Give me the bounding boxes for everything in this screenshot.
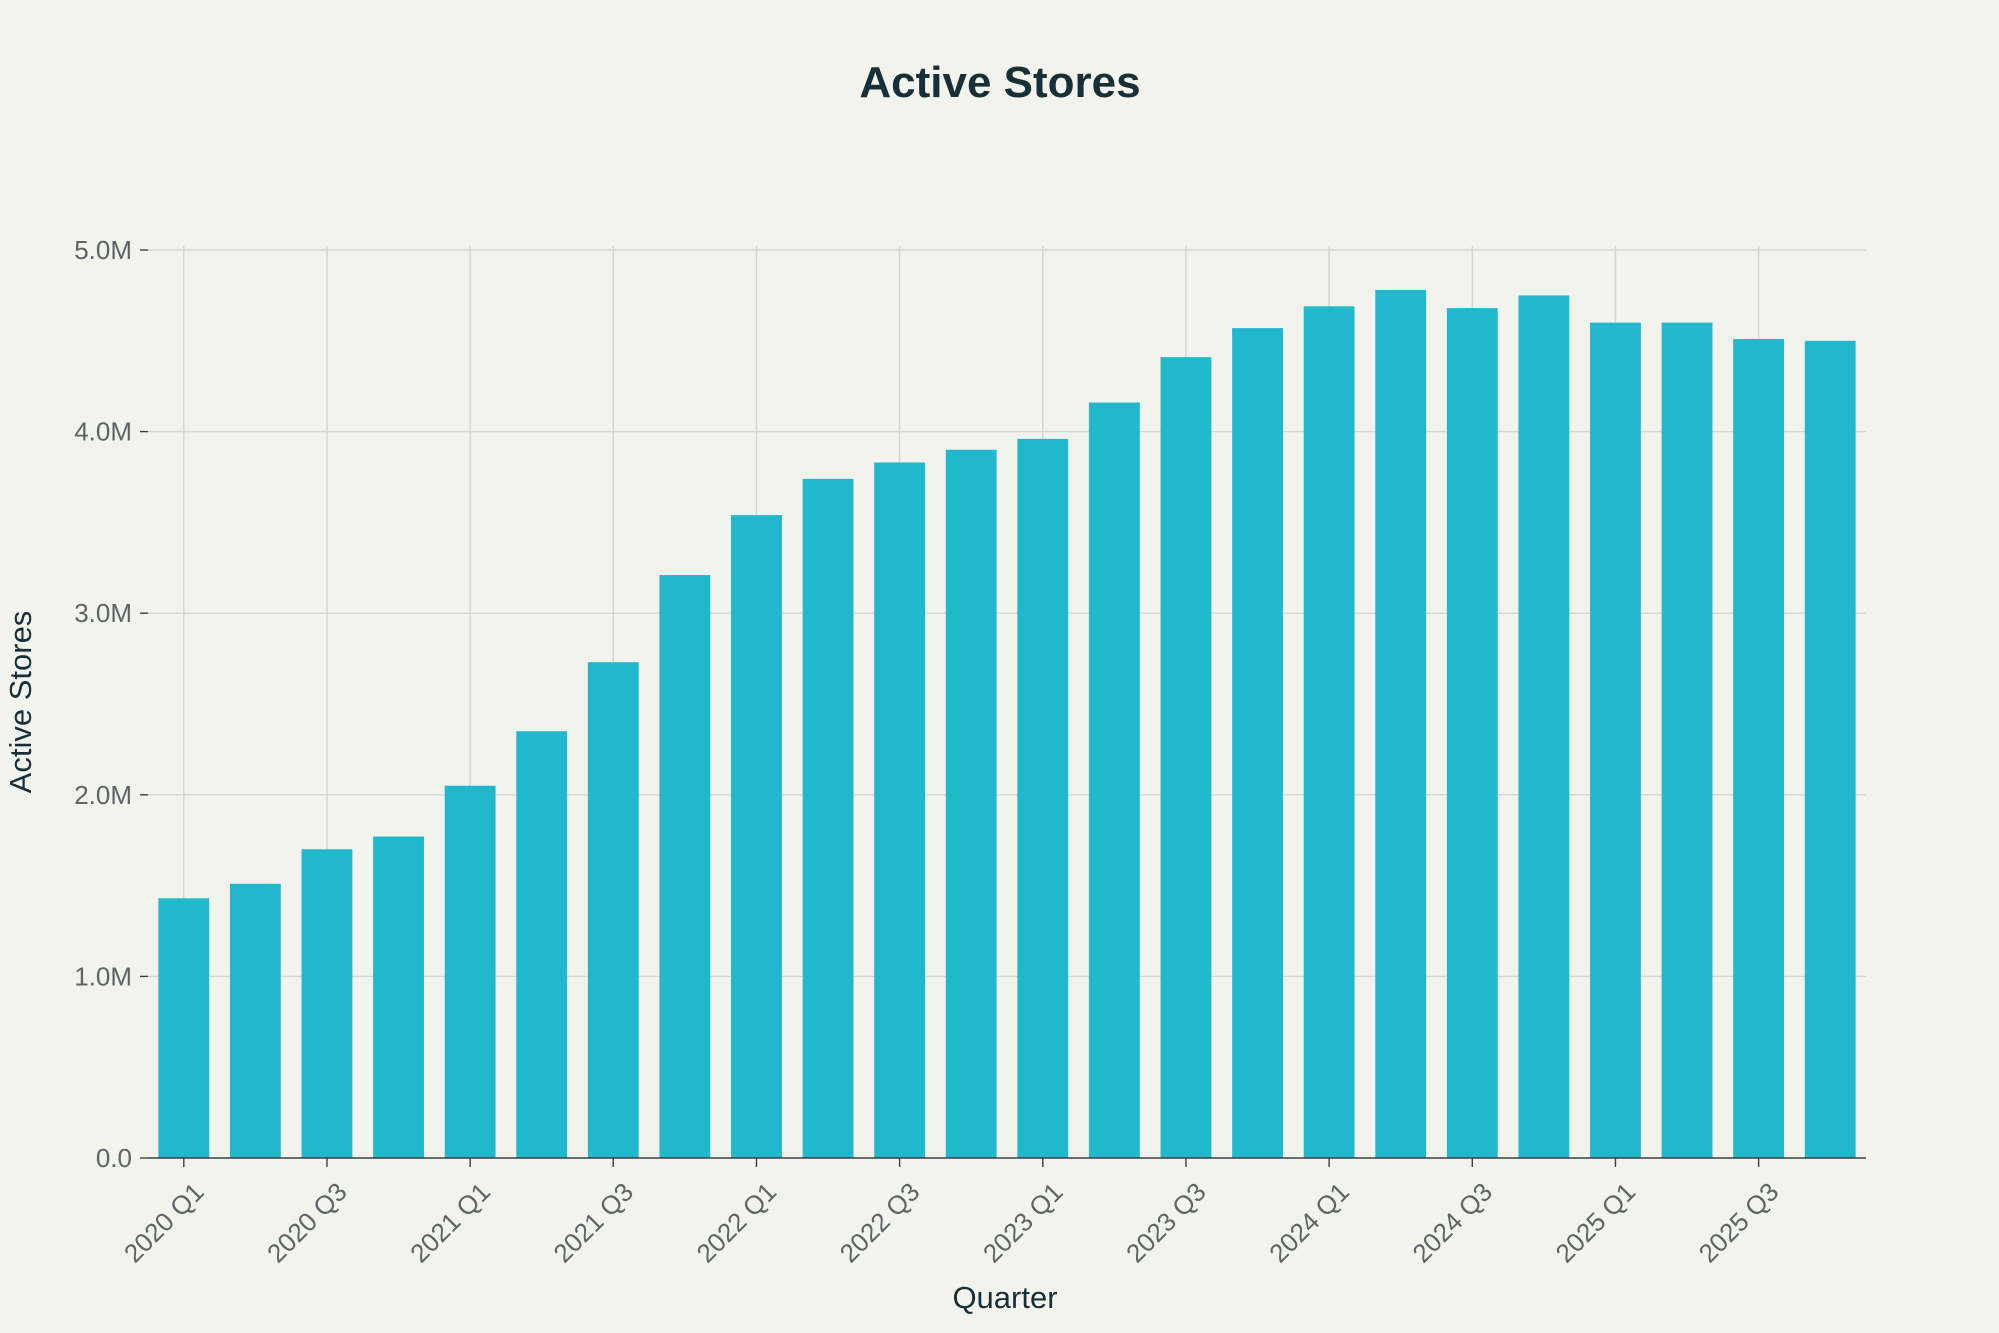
bar bbox=[1375, 289, 1427, 1158]
y-tick-label: 1.0M bbox=[74, 961, 132, 991]
bar bbox=[444, 785, 496, 1158]
y-tick-label: 5.0M bbox=[74, 235, 132, 265]
bar bbox=[1733, 338, 1785, 1158]
bar bbox=[1303, 306, 1355, 1158]
bar bbox=[945, 449, 997, 1158]
bar bbox=[1661, 322, 1713, 1158]
y-tick-labels: 0.0 1.0M 2.0M 3.0M 4.0M 5.0M bbox=[74, 235, 132, 1173]
bar bbox=[1590, 322, 1641, 1158]
bar bbox=[659, 575, 711, 1158]
bar bbox=[229, 883, 281, 1158]
bar bbox=[1160, 357, 1212, 1158]
bar bbox=[1446, 308, 1498, 1158]
bar bbox=[1232, 328, 1283, 1158]
bar bbox=[1017, 438, 1069, 1158]
y-axis-title: Active Stores bbox=[3, 611, 38, 794]
bar bbox=[1088, 402, 1140, 1158]
bar bbox=[373, 836, 424, 1158]
bar bbox=[1518, 295, 1570, 1158]
bar bbox=[731, 515, 782, 1158]
chart-title: Active Stores bbox=[859, 58, 1140, 107]
x-axis-title: Quarter bbox=[952, 1280, 1057, 1315]
y-tick-label: 2.0M bbox=[74, 780, 132, 810]
bar-series bbox=[158, 289, 1856, 1158]
y-tick-label: 3.0M bbox=[74, 598, 132, 628]
axes bbox=[140, 249, 1866, 1167]
y-tick-label: 4.0M bbox=[74, 417, 132, 447]
bar bbox=[802, 478, 854, 1158]
bar bbox=[516, 731, 568, 1158]
bar bbox=[874, 462, 926, 1158]
bar bbox=[1804, 340, 1856, 1158]
bar bbox=[587, 662, 639, 1158]
bar bbox=[301, 849, 353, 1158]
y-tick-label: 0.0 bbox=[96, 1143, 132, 1173]
bar bbox=[158, 898, 210, 1158]
